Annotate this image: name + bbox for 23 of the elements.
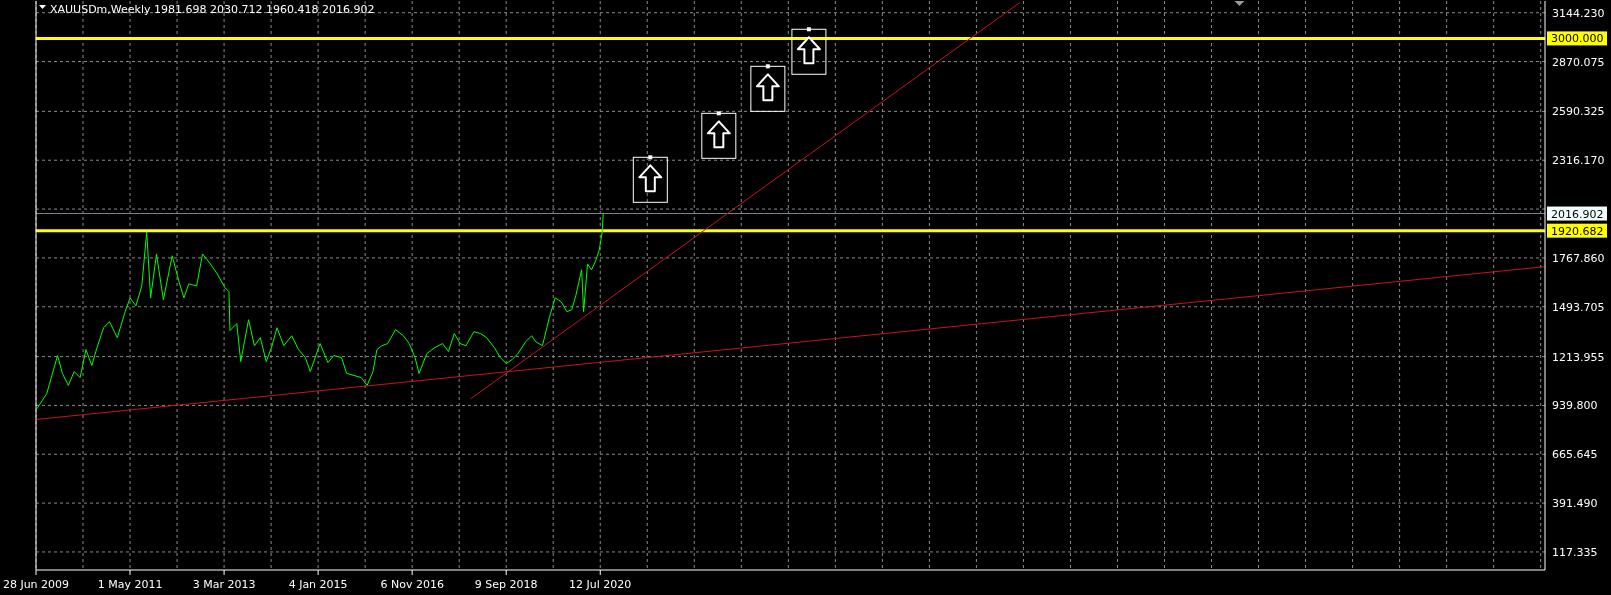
x-tick-label: 4 Jan 2015 — [288, 578, 348, 591]
chart-title: XAUUSDm,Weekly 1981.698 2030.712 1960.418 2016.902 — [50, 3, 375, 16]
x-tick-label: 6 Nov 2016 — [380, 578, 444, 591]
ref-line-label: 2016.902 — [1551, 207, 1604, 221]
x-tick-label: 9 Sep 2018 — [474, 578, 538, 591]
x-tick-label: 28 Jun 2009 — [2, 578, 70, 591]
ref-line-label: 3000.000 — [1551, 32, 1604, 46]
y-tick-label: 117.335 — [1552, 545, 1598, 559]
line-series — [36, 213, 604, 410]
ref-line-label: 1920.682 — [1551, 224, 1604, 238]
x-tick-label: 3 Mar 2013 — [192, 578, 256, 591]
y-tick-label: 665.645 — [1552, 448, 1598, 462]
y-tick-label: 939.800 — [1552, 399, 1598, 413]
y-tick-label: 1767.860 — [1552, 251, 1605, 265]
y-tick-label: 2316.170 — [1552, 154, 1605, 168]
x-tick-label: 1 May 2011 — [97, 578, 163, 591]
y-tick-label: 2870.075 — [1552, 55, 1605, 69]
x-tick-label: 12 Jul 2020 — [569, 578, 632, 591]
y-tick-label: 3144.230 — [1552, 6, 1605, 20]
y-tick-label: 391.490 — [1552, 497, 1598, 511]
y-tick-label: 2590.325 — [1552, 105, 1605, 119]
y-tick-label: 1493.705 — [1552, 300, 1605, 314]
y-tick-label: 1213.955 — [1552, 350, 1605, 364]
